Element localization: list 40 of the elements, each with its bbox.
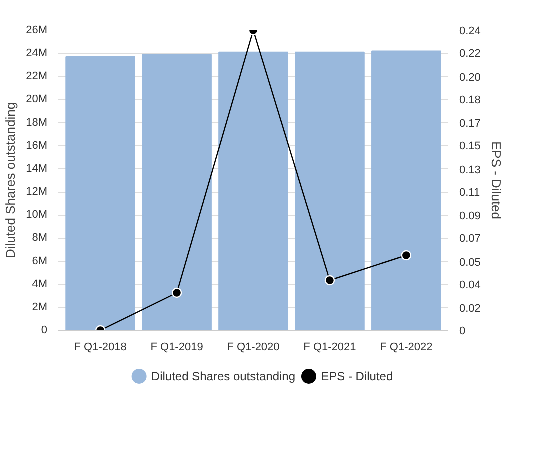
y-tick-label: 4M bbox=[32, 278, 48, 290]
y-tick-label: 22M bbox=[26, 70, 48, 83]
y2-axis-title: EPS - Diluted bbox=[488, 141, 504, 220]
y-tick-label: 14M bbox=[26, 162, 48, 175]
y-tick-label: 12M bbox=[26, 186, 48, 198]
y-tick-label: 6M bbox=[32, 255, 48, 268]
y-tick-label: 16M bbox=[26, 140, 48, 152]
x-tick-label: F Q1-2022 bbox=[380, 342, 433, 354]
y-tick-label: 0 bbox=[41, 324, 48, 336]
y2-tick-label: 0.02 bbox=[460, 303, 481, 315]
x-tick-label: F Q1-2018 bbox=[74, 342, 127, 354]
y2-tick-label: 0.20 bbox=[460, 72, 481, 84]
x-tick-label: F Q1-2019 bbox=[150, 342, 204, 354]
x-tick-label: F Q1-2020 bbox=[227, 342, 280, 354]
y2-tick-label: 0.04 bbox=[460, 279, 481, 292]
y-tick-label: 20M bbox=[26, 94, 48, 106]
y-axis-title: Diluted Shares outstanding bbox=[3, 102, 18, 259]
y-tick-label: 10M bbox=[26, 209, 48, 222]
y-tick-label: 8M bbox=[32, 232, 48, 244]
y2-tick-label: 0.05 bbox=[460, 256, 481, 269]
legend-label: EPS - Diluted bbox=[321, 370, 394, 384]
y2-tick-label: 0.24 bbox=[460, 26, 481, 38]
point bbox=[172, 288, 182, 298]
y2-tick-label: 0.13 bbox=[460, 164, 481, 176]
y2-tick-label: 0.09 bbox=[460, 210, 481, 222]
point bbox=[401, 250, 412, 261]
y2-tick-label: 0 bbox=[460, 326, 466, 338]
y-tick-label: 2M bbox=[32, 301, 48, 314]
y2-tick-label: 0.15 bbox=[460, 140, 481, 152]
point bbox=[324, 275, 336, 286]
x-tick-label: F Q1-2021 bbox=[304, 342, 356, 354]
y2-tick-label: 0.18 bbox=[460, 94, 481, 106]
y-tick-label: 26M bbox=[26, 24, 48, 36]
y2-tick-label: 0.17 bbox=[460, 118, 481, 130]
y2-tick-label: 0.22 bbox=[460, 48, 481, 60]
legend-label: Diluted Shares outstanding bbox=[151, 370, 296, 384]
y-tick-label: 18M bbox=[26, 116, 48, 129]
y-tick-label: 24M bbox=[26, 48, 48, 60]
y2-tick-label: 0.07 bbox=[460, 233, 481, 245]
y2-tick-label: 0.11 bbox=[460, 186, 480, 199]
